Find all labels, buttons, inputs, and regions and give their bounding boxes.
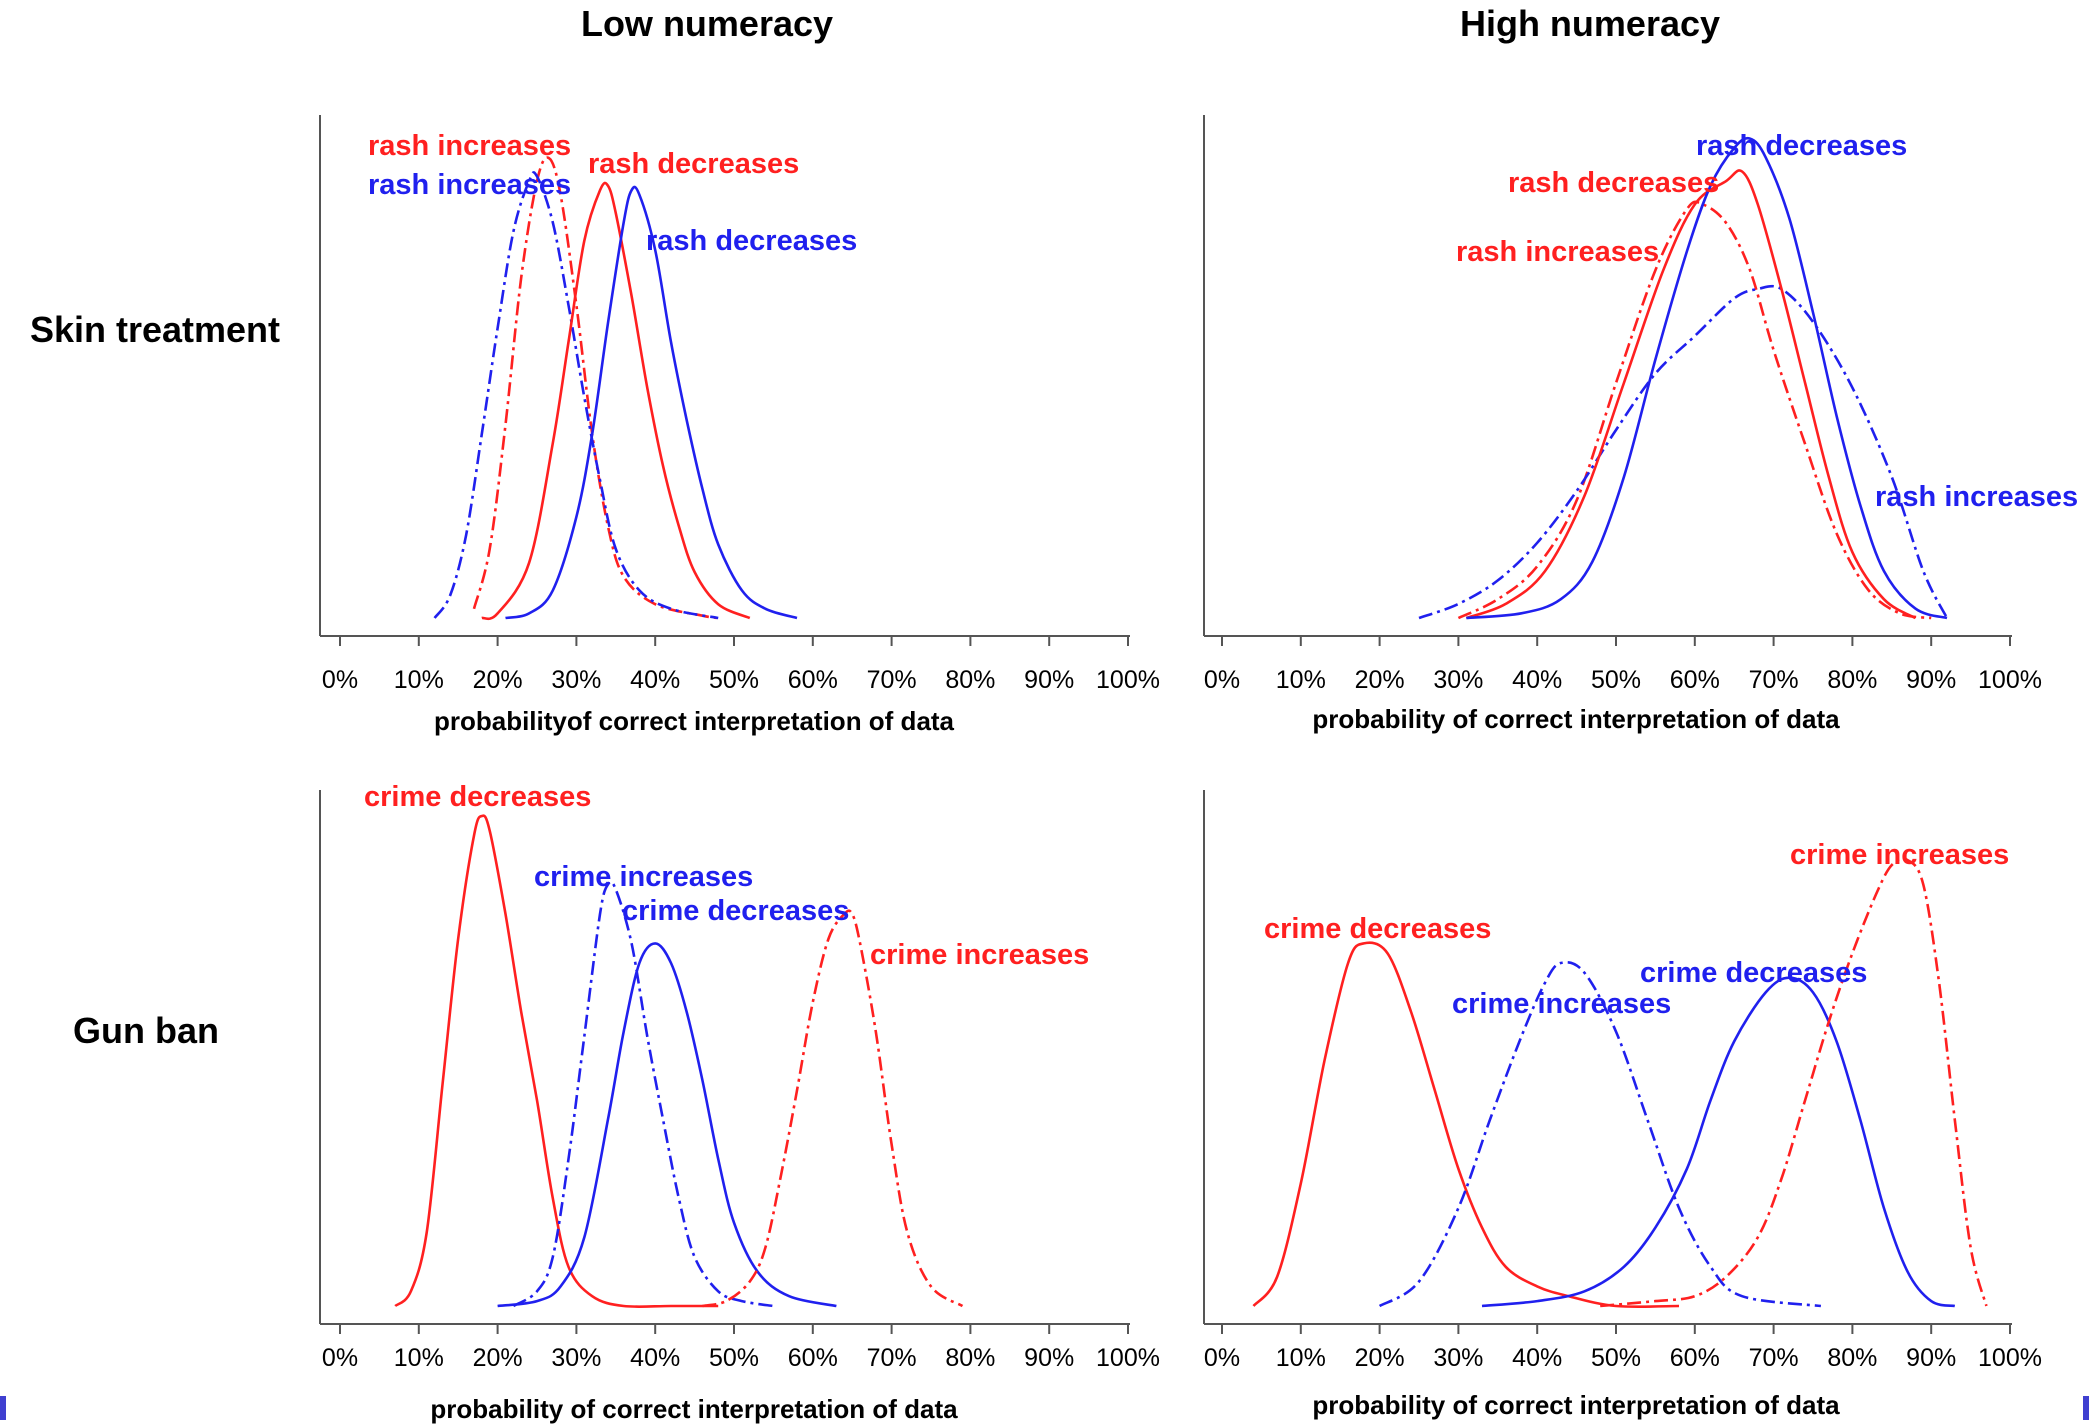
x-tick-label: 70% (867, 1344, 917, 1372)
x-tick-label: 20% (1355, 666, 1405, 694)
x-tick-label: 40% (630, 1344, 680, 1372)
series-line-blue-solid (505, 185, 798, 620)
x-tick-label: 10% (1276, 666, 1326, 694)
series-annotation: crime increases (870, 939, 1089, 971)
series-line-blue-solid (1481, 976, 1956, 1308)
x-tick-label: 40% (1512, 666, 1562, 694)
series-line-blue-dashdot (1378, 960, 1822, 1308)
series-line-blue-dashdot (1418, 284, 1949, 620)
series-annotation: crime decreases (1264, 913, 1491, 945)
series-annotation: rash increases (368, 130, 571, 162)
column-title-low: Low numeracy (581, 3, 833, 44)
x-tick-label: 40% (1512, 1344, 1562, 1372)
x-axis-label: probability of correct interpretation of… (1312, 704, 1840, 734)
series-line-red-dashdot (1600, 857, 1988, 1308)
x-tick-label: 30% (1433, 1344, 1483, 1372)
series-annotation: crime increases (1790, 839, 2009, 871)
series-annotation: rash decreases (1508, 167, 1719, 199)
series-annotation: crime increases (1452, 988, 1671, 1020)
x-tick-label: 60% (1670, 1344, 1720, 1372)
series-line-red-solid (1252, 941, 1680, 1309)
series-line-blue-solid (1466, 136, 1948, 620)
x-tick-label: 0% (322, 1344, 358, 1372)
x-tick-label: 20% (1355, 1344, 1405, 1372)
x-tick-label: 80% (945, 1344, 995, 1372)
x-tick-label: 100% (1978, 666, 2042, 694)
x-tick-label: 60% (788, 1344, 838, 1372)
series-annotation: crime decreases (622, 895, 849, 927)
left-edge-marker (0, 1396, 6, 1420)
x-tick-label: 50% (709, 666, 759, 694)
x-tick-label: 50% (709, 1344, 759, 1372)
series-annotation: crime decreases (1640, 957, 1867, 989)
row-title-gun: Gun ban (73, 1010, 219, 1051)
series-line-red-solid (481, 181, 751, 621)
right-edge-marker (2083, 1396, 2089, 1420)
x-tick-label: 20% (473, 1344, 523, 1372)
x-tick-label: 0% (1204, 1344, 1240, 1372)
series-annotation: rash increases (1875, 481, 2078, 513)
x-tick-label: 30% (551, 1344, 601, 1372)
series-annotation: rash decreases (588, 148, 799, 180)
series-line-red-solid (1465, 169, 1917, 620)
series-line-red-solid (394, 814, 719, 1309)
x-tick-label: 10% (394, 666, 444, 694)
series-line-red-dashdot (702, 909, 964, 1308)
x-tick-label: 80% (1827, 666, 1877, 694)
series-line-blue-dashdot (433, 171, 719, 620)
x-tick-label: 10% (1276, 1344, 1326, 1372)
series-annotation: rash decreases (646, 225, 857, 257)
x-tick-label: 0% (1204, 666, 1240, 694)
series-line-red-dashdot (1457, 200, 1932, 620)
x-tick-label: 100% (1096, 1344, 1160, 1372)
series-line-blue-solid (497, 942, 837, 1308)
x-axis-label: probability of correct interpretation of… (430, 1394, 958, 1424)
x-tick-label: 10% (394, 1344, 444, 1372)
series-annotation: rash increases (368, 169, 571, 201)
x-tick-label: 50% (1591, 1344, 1641, 1372)
x-tick-label: 70% (867, 666, 917, 694)
x-tick-label: 60% (1670, 666, 1720, 694)
x-tick-label: 90% (1906, 1344, 1956, 1372)
x-axis-label: probabilityof correct interpretation of … (434, 706, 955, 736)
x-tick-label: 70% (1749, 666, 1799, 694)
series-annotation: rash increases (1456, 236, 1659, 268)
row-title-skin: Skin treatment (30, 309, 280, 350)
x-tick-label: 40% (630, 666, 680, 694)
x-tick-label: 30% (551, 666, 601, 694)
x-tick-label: 30% (1433, 666, 1483, 694)
x-tick-label: 20% (473, 666, 523, 694)
series-line-red-dashdot (472, 156, 719, 620)
x-axis-label: probability of correct interpretation of… (1312, 1390, 1840, 1420)
x-tick-label: 90% (1024, 1344, 1074, 1372)
x-tick-label: 100% (1096, 666, 1160, 694)
x-tick-label: 50% (1591, 666, 1641, 694)
x-tick-label: 80% (1827, 1344, 1877, 1372)
x-tick-label: 90% (1024, 666, 1074, 694)
series-annotation: rash decreases (1696, 130, 1907, 162)
x-tick-label: 80% (945, 666, 995, 694)
panel-gun-high: 0% 10% 20% 30% 40% 50% 60% 70% 80% 90% 100% probabi… (1203, 790, 2042, 1420)
x-tick-label: 90% (1906, 666, 1956, 694)
x-tick-label: 70% (1749, 1344, 1799, 1372)
column-title-high: High numeracy (1460, 3, 1720, 44)
x-tick-label: 100% (1978, 1344, 2042, 1372)
series-annotation: crime decreases (364, 781, 591, 813)
panel-skin-high: 0% 10% 20% 30% 40% 50% 60% 70% 80% 90% 100% probabi… (1203, 115, 2078, 734)
series-annotation: crime increases (534, 861, 753, 893)
x-tick-label: 60% (788, 666, 838, 694)
series-line-blue-dashdot (512, 880, 774, 1308)
panel-skin-low: 0% 10% 20% 30% 40% 50% 60% 70% 80% 90% 100% probabi… (319, 115, 1160, 736)
panel-gun-low: 0% 10% 20% 30% 40% 50% 60% 70% 80% 90% 100% probabi… (319, 781, 1160, 1424)
x-tick-label: 0% (322, 666, 358, 694)
